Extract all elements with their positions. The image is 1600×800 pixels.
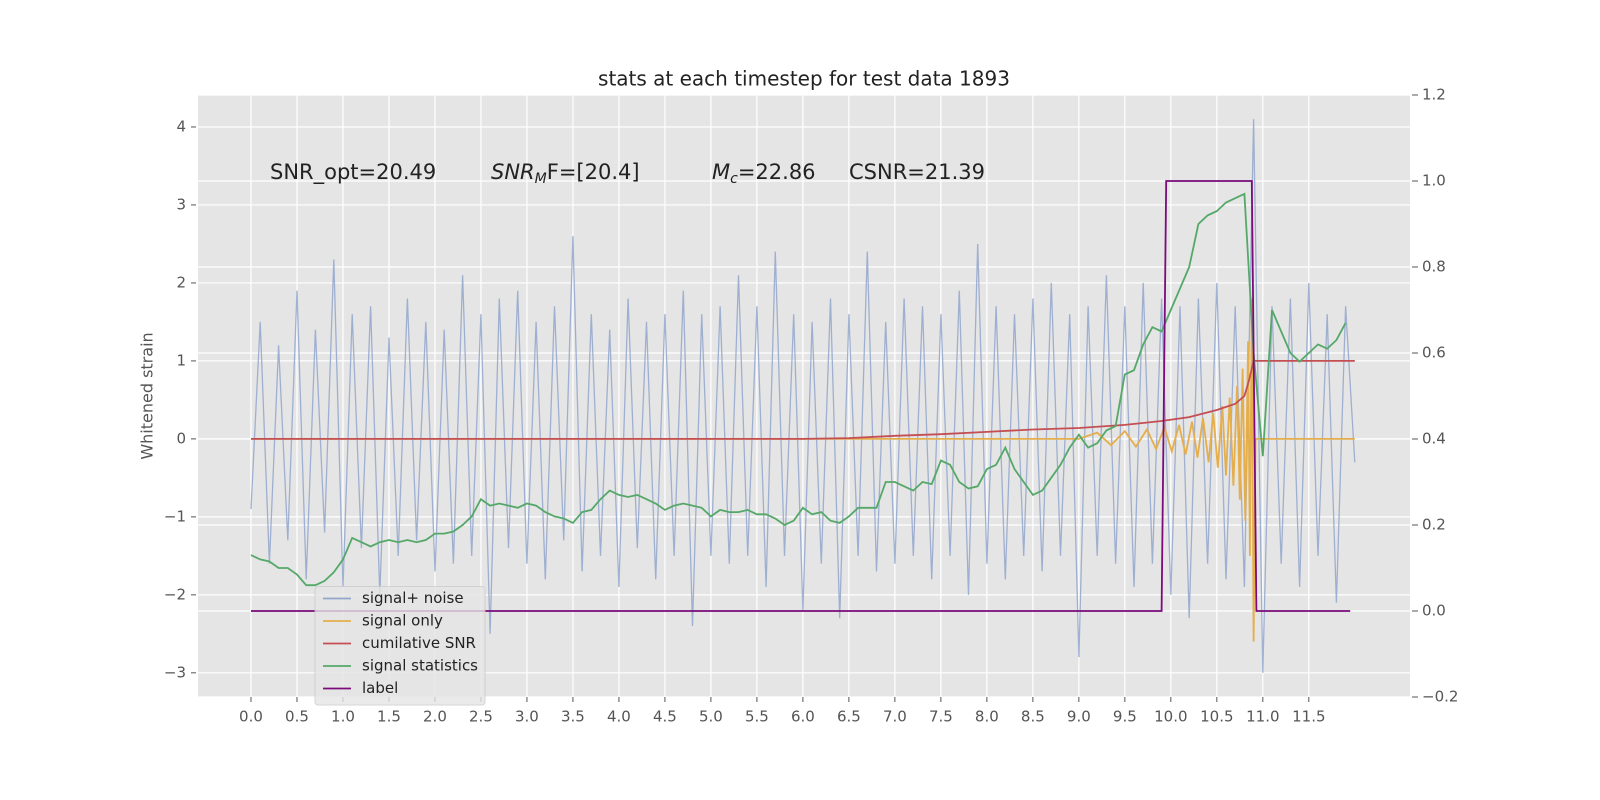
x-tick-label: 9.0 [1067, 708, 1091, 726]
y2-tick-label: 1.0 [1422, 172, 1446, 190]
legend-label: signal statistics [362, 657, 478, 675]
x-tick-label: 4.5 [653, 708, 677, 726]
x-tick-label: 1.5 [377, 708, 401, 726]
annotation: CSNR=21.39 [849, 160, 985, 184]
x-tick-label: 0.5 [285, 708, 309, 726]
y-axis-label: Whitened strain [138, 332, 157, 459]
annotation: SNR_opt=20.49 [270, 160, 436, 185]
x-tick-label: 9.5 [1113, 708, 1137, 726]
x-tick-label: 3.5 [561, 708, 585, 726]
x-tick-label: 7.5 [929, 708, 953, 726]
x-tick-label: 0.0 [239, 708, 263, 726]
annotation-base: M [712, 160, 730, 184]
x-tick-label: 11.5 [1292, 708, 1325, 726]
x-tick-label: 7.0 [883, 708, 907, 726]
series-line [251, 360, 1355, 440]
legend-label: label [362, 679, 398, 697]
y-tick-label: −1 [164, 507, 186, 525]
x-tick-label: 8.0 [975, 708, 999, 726]
annotation: SNRMF=[20.4] [491, 160, 640, 187]
y-tick-label: 1 [176, 351, 186, 369]
y2-tick-label: 0.6 [1422, 344, 1446, 362]
annotation-tail: F=[20.4] [547, 160, 640, 184]
chart-title: stats at each timestep for test data 189… [598, 67, 1010, 91]
x-tick-label: 10.5 [1200, 708, 1233, 726]
legend-label: cumilative SNR [362, 634, 476, 652]
legend-label: signal only [362, 612, 443, 630]
annotation-sub: c [730, 171, 738, 187]
x-tick-label: 4.0 [607, 708, 631, 726]
series-line [251, 180, 1351, 612]
y-tick-label: 4 [176, 117, 186, 135]
annotation: Mc=22.86 [712, 160, 816, 187]
series-line [251, 298, 1355, 642]
x-tick-label: 6.0 [791, 708, 815, 726]
x-tick-label: 2.5 [469, 708, 493, 726]
legend-box [314, 586, 486, 706]
legend-label: signal+ noise [362, 589, 464, 607]
x-tick-label: 10.0 [1154, 708, 1187, 726]
x-tick-label: 5.0 [699, 708, 723, 726]
series-line [250, 192, 1347, 587]
lines [250, 119, 1356, 673]
x-tick-label: 2.0 [423, 708, 447, 726]
y-tick-label: −3 [164, 663, 186, 681]
y-tick-label: 3 [176, 195, 186, 213]
x-tick-label: 3.0 [515, 708, 539, 726]
annotation-base: SNR [491, 160, 535, 184]
x-tick-label: 6.5 [837, 708, 861, 726]
labels: 0.0 0.5 1.0 1.5 2.0 2.5 3.0 3.5 4.0 4.5 5.0 5.5 6.0 6… [164, 86, 1459, 726]
annotation-tail: =22.86 [738, 160, 816, 184]
y2-tick-label: 0.0 [1422, 602, 1446, 620]
x-tick-label: 11.0 [1246, 708, 1279, 726]
y2-tick-label: 1.2 [1422, 86, 1446, 104]
x-tick-label: 5.5 [745, 708, 769, 726]
annotation-sub: M [535, 171, 547, 187]
y2-tick-label: −0.2 [1422, 688, 1458, 706]
y-tick-label: 0 [176, 429, 186, 447]
x-tick-label: 8.5 [1021, 708, 1045, 726]
y2-tick-label: 0.2 [1422, 516, 1446, 534]
y2-tick-label: 0.4 [1422, 430, 1446, 448]
y2-tick-label: 0.8 [1422, 258, 1446, 276]
y-tick-label: −2 [164, 585, 186, 603]
y-tick-label: 2 [176, 273, 186, 291]
x-tick-label: 1.0 [331, 708, 355, 726]
